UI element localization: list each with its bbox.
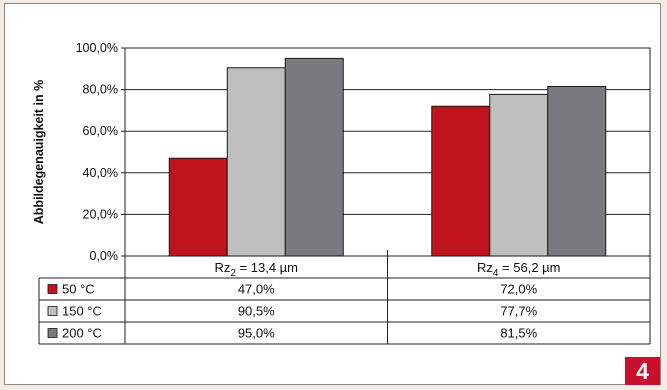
data-label-2-1: 90,5% bbox=[238, 304, 275, 319]
legend-label-2: 150 °C bbox=[62, 304, 102, 319]
legend-key-2 bbox=[47, 306, 58, 316]
legend-label-3: 200 °C bbox=[62, 326, 102, 341]
legend-key-1 bbox=[47, 284, 58, 294]
y-tick-label: 80,0% bbox=[83, 83, 118, 97]
figure-number-badge: 4 bbox=[625, 357, 660, 385]
bar-3-1 bbox=[284, 57, 344, 257]
y-tick-label: 100,0% bbox=[76, 41, 118, 55]
data-label-2-2: 77,7% bbox=[500, 304, 537, 319]
y-tick-label: 60,0% bbox=[83, 124, 118, 138]
y-axis-title: Abbildegenauigkeit in % bbox=[32, 80, 46, 224]
data-label-3-1: 95,0% bbox=[238, 326, 275, 341]
bar-3-2 bbox=[547, 85, 607, 257]
data-label-3-2: 81,5% bbox=[500, 326, 537, 341]
legend-label-1: 50 °C bbox=[62, 282, 95, 297]
bar-2-2 bbox=[489, 93, 549, 257]
bar-1-1 bbox=[168, 157, 228, 257]
y-tick-label: 20,0% bbox=[83, 207, 118, 221]
y-tick-label: 0,0% bbox=[90, 249, 119, 263]
data-label-1-2: 72,0% bbox=[500, 282, 537, 297]
bar-2-1 bbox=[226, 67, 286, 257]
bar-1-2 bbox=[431, 105, 491, 257]
legend-key-3 bbox=[47, 328, 58, 338]
category-label: Rz4 = 56,2 µm bbox=[477, 260, 561, 279]
y-tick-label: 40,0% bbox=[83, 166, 118, 180]
chart-frame: 0,0% 20,0% 40,0% 60,0% 80,0% 100,0% Abbildegen… bbox=[4, 3, 661, 385]
category-label: Rz2 = 13,4 µm bbox=[214, 260, 298, 279]
data-label-1-1: 47,0% bbox=[238, 282, 275, 297]
chart-svg: 0,0% 20,0% 40,0% 60,0% 80,0% 100,0% Abbildegen… bbox=[32, 41, 651, 345]
